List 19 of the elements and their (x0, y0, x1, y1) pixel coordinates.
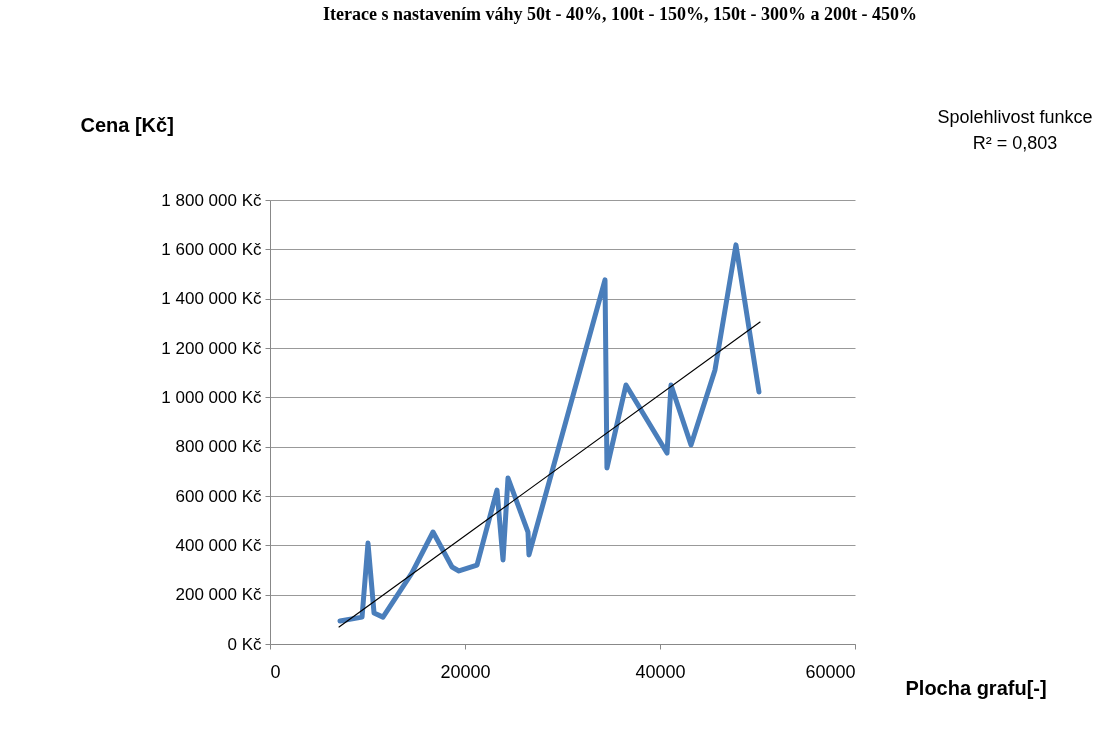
x-tick-label: 0 (270, 661, 281, 682)
chart-title: Iterace s nastavením váhy 50t - 40%, 100t - 150%, 150t - 300% a 200t - 450% (323, 4, 917, 24)
x-tick-label: 60000 (805, 661, 856, 682)
y-tick-label: 1 200 000 Kč (161, 338, 262, 358)
x-tick-label: 40000 (635, 661, 686, 682)
y-tick-label: 1 800 000 Kč (161, 190, 262, 210)
y-tick-label: 1 600 000 Kč (161, 239, 262, 259)
y-tick-label: 200 000 Kč (175, 585, 262, 605)
y-tick-label: 0 Kč (227, 634, 262, 654)
text: R² = 0,803 (972, 133, 1058, 153)
y-tick-label: 1 400 000 Kč (161, 289, 262, 309)
y-axis-title: Cena [Kč] (80, 113, 174, 136)
y-tick-label: 600 000 Kč (175, 486, 262, 506)
x-axis-title: Plocha grafu[-] (905, 676, 1047, 699)
text: Spolehlivost funkce (937, 107, 1093, 127)
x-tick-label: 20000 (440, 661, 491, 682)
y-tick-label: 1 000 000 Kč (161, 387, 262, 407)
y-tick-label: 400 000 Kč (175, 535, 262, 555)
y-tick-label: 800 000 Kč (175, 437, 262, 457)
